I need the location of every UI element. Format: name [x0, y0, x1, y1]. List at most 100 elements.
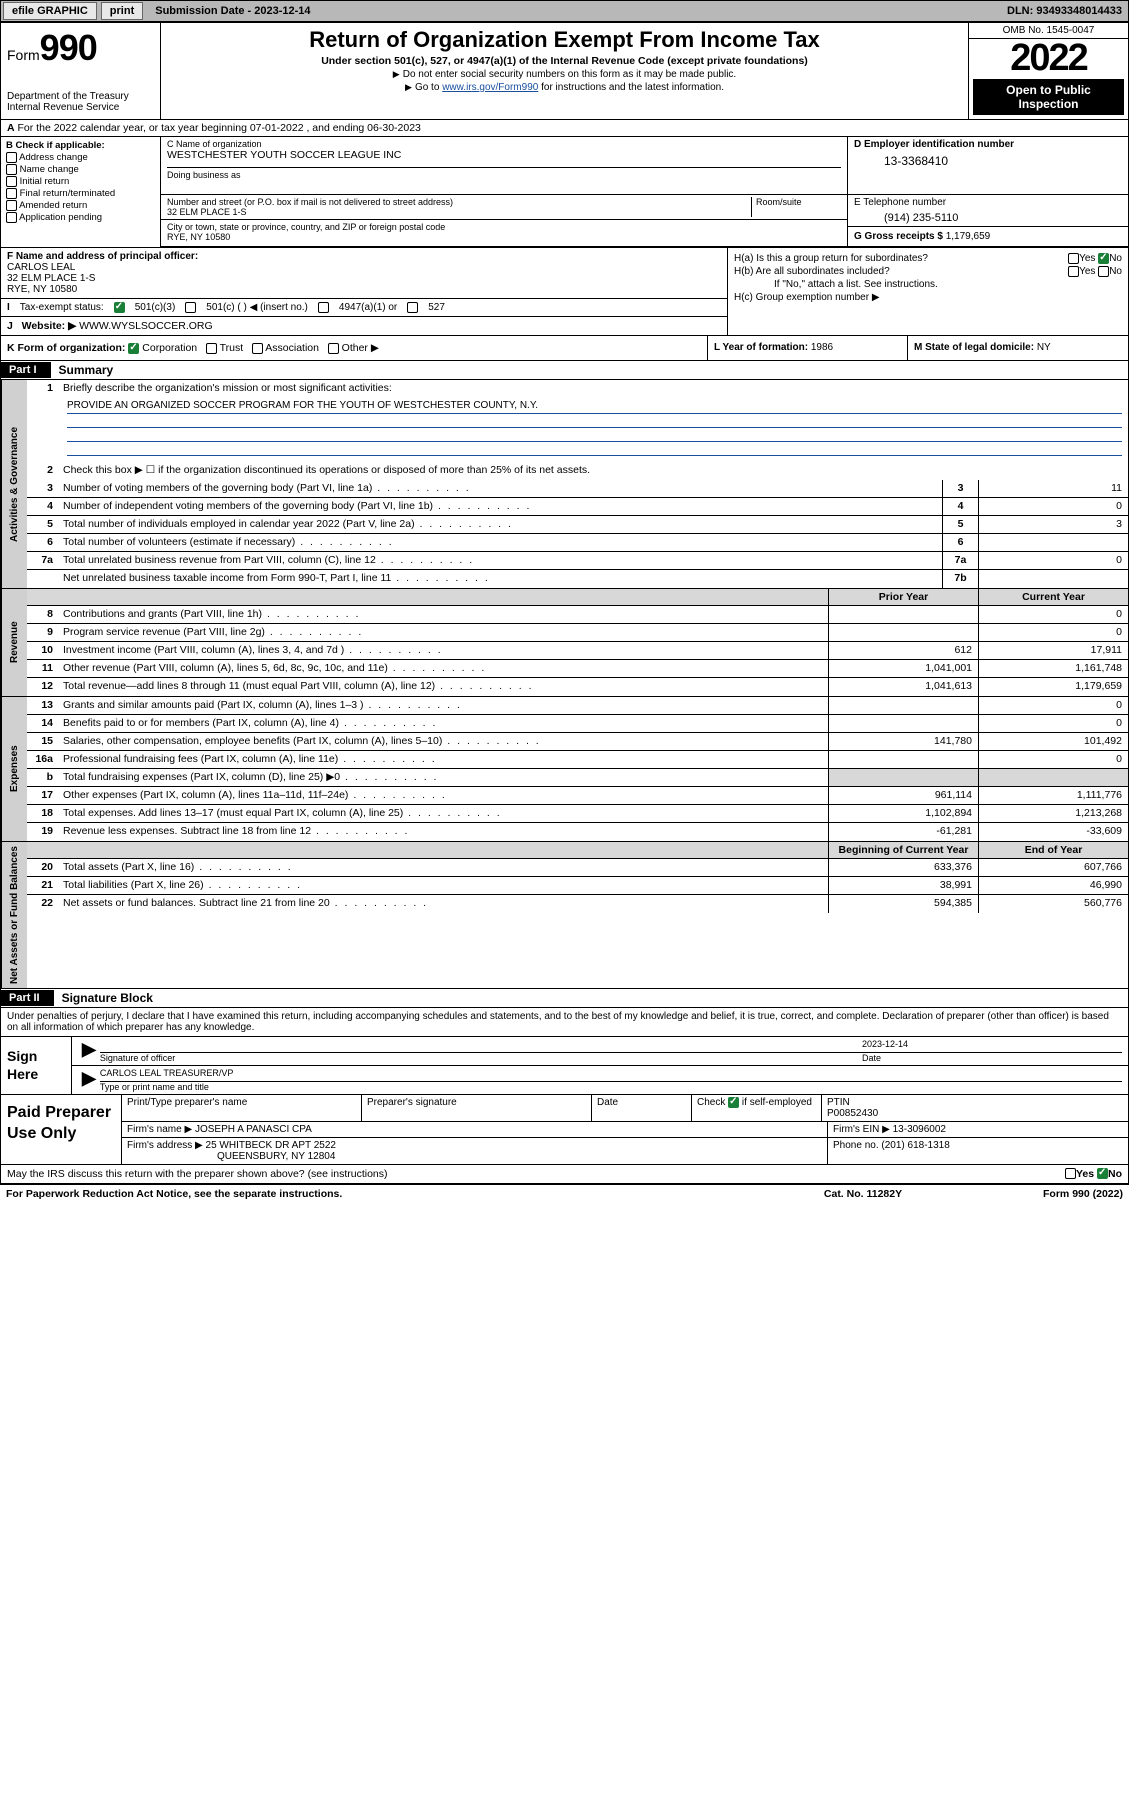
- part-2-title: Signature Block: [54, 989, 161, 1007]
- firm-ein-label: Firm's EIN ▶: [833, 1124, 890, 1135]
- section-expenses: Expenses 13Grants and similar amounts pa…: [1, 697, 1128, 842]
- efile-graphic-button[interactable]: efile GRAPHIC: [3, 2, 97, 20]
- l-label: L Year of formation:: [714, 342, 808, 353]
- chk-initial-return[interactable]: [6, 176, 17, 187]
- block-f-through-j: F Name and address of principal officer:…: [1, 248, 1128, 336]
- opt-assoc: Association: [265, 342, 319, 354]
- tel-value: (914) 235-5110: [854, 208, 1122, 224]
- form-990: Form990 Department of the Treasury Inter…: [0, 22, 1129, 1185]
- tax-year: 2022: [969, 39, 1128, 77]
- print-button[interactable]: print: [101, 2, 143, 20]
- summary-line: bTotal fundraising expenses (Part IX, co…: [27, 769, 1128, 787]
- hb-note: If "No," attach a list. See instructions…: [734, 279, 1122, 290]
- line-a-tax-year: A For the 2022 calendar year, or tax yea…: [1, 120, 1128, 137]
- header-right: OMB No. 1545-0047 2022 Open to Public In…: [968, 23, 1128, 119]
- chk-final-return[interactable]: [6, 188, 17, 199]
- chk-501c3[interactable]: [114, 302, 125, 313]
- goto-suffix: for instructions and the latest informat…: [538, 82, 724, 93]
- summary-line: 16aProfessional fundraising fees (Part I…: [27, 751, 1128, 769]
- section-revenue: Revenue Prior Year Current Year 8Contrib…: [1, 589, 1128, 697]
- officer-name: CARLOS LEAL: [7, 262, 75, 273]
- chk-corporation[interactable]: [128, 343, 139, 354]
- chk-4947[interactable]: [318, 302, 329, 313]
- irs-link[interactable]: www.irs.gov/Form990: [442, 82, 538, 93]
- vtab-governance: Activities & Governance: [1, 380, 27, 588]
- sig-arrow-icon: ▶: [78, 1039, 100, 1063]
- chk-trust[interactable]: [206, 343, 217, 354]
- gross-value: 1,179,659: [946, 231, 991, 242]
- summary-line: 7aTotal unrelated business revenue from …: [27, 552, 1128, 570]
- perjury-declaration: Under penalties of perjury, I declare th…: [1, 1008, 1128, 1036]
- column-c: C Name of organization WESTCHESTER YOUTH…: [161, 137, 1128, 247]
- chk-address-change[interactable]: [6, 152, 17, 163]
- self-employed-label: if self-employed: [742, 1097, 812, 1108]
- sig-name-label: Type or print name and title: [100, 1082, 1122, 1092]
- preparer-sig-label: Preparer's signature: [362, 1095, 592, 1121]
- chk-association[interactable]: [252, 343, 263, 354]
- sign-here-label: Sign Here: [1, 1037, 71, 1094]
- section-governance: Activities & Governance 1 Briefly descri…: [1, 380, 1128, 589]
- addr-value: 32 ELM PLACE 1-S: [167, 207, 751, 217]
- discuss-no[interactable]: [1097, 1168, 1108, 1179]
- firm-ein-value: 13-3096002: [893, 1124, 946, 1135]
- ha-no[interactable]: [1098, 253, 1109, 264]
- paperwork-notice: For Paperwork Reduction Act Notice, see …: [6, 1188, 763, 1200]
- hb-yes[interactable]: [1068, 266, 1079, 277]
- k-label: K Form of organization:: [7, 342, 125, 354]
- opt-initial-return: Initial return: [20, 176, 70, 187]
- website-row: J Website: ▶ WWW.WYSLSOCCER.ORG: [1, 316, 727, 335]
- column-b-checkboxes: B Check if applicable: Address change Na…: [1, 137, 161, 247]
- col-b-label: B Check if applicable:: [6, 140, 105, 151]
- firm-phone-value: (201) 618-1318: [881, 1140, 949, 1151]
- org-name-cell: C Name of organization WESTCHESTER YOUTH…: [161, 137, 848, 194]
- sig-officer-label: Signature of officer: [100, 1053, 862, 1063]
- paid-preparer-block: Paid Preparer Use Only Print/Type prepar…: [1, 1094, 1128, 1165]
- ptin-label: PTIN: [827, 1097, 850, 1108]
- mission-line-4: [67, 442, 1122, 456]
- officer-addr2: RYE, NY 10580: [7, 284, 77, 295]
- chk-name-change[interactable]: [6, 164, 17, 175]
- hb-label: H(b) Are all subordinates included?: [734, 266, 1068, 277]
- summary-line: 14Benefits paid to or for members (Part …: [27, 715, 1128, 733]
- addr-label: Number and street (or P.O. box if mail i…: [167, 197, 751, 207]
- header-mid: Return of Organization Exempt From Incom…: [161, 23, 968, 119]
- sig-name-value: CARLOS LEAL TREASURER/VP: [100, 1068, 1122, 1082]
- col-current-year: Current Year: [978, 589, 1128, 605]
- summary-line: 15Salaries, other compensation, employee…: [27, 733, 1128, 751]
- address-cell: Number and street (or P.O. box if mail i…: [161, 195, 848, 246]
- ein-label: D Employer identification number: [854, 139, 1014, 150]
- part-2-header: Part II Signature Block: [1, 989, 1128, 1008]
- summary-line: 10Investment income (Part VIII, column (…: [27, 642, 1128, 660]
- gross-receipts-cell: G Gross receipts $ 1,179,659: [848, 226, 1128, 246]
- summary-line: 17Other expenses (Part IX, column (A), l…: [27, 787, 1128, 805]
- chk-527[interactable]: [407, 302, 418, 313]
- part-2-badge: Part II: [1, 990, 54, 1006]
- summary-line: 5Total number of individuals employed in…: [27, 516, 1128, 534]
- ha-yes[interactable]: [1068, 253, 1079, 264]
- form-of-org: K Form of organization: Corporation Trus…: [1, 336, 708, 360]
- hb-no-lbl: No: [1109, 266, 1122, 277]
- hb-no[interactable]: [1098, 266, 1109, 277]
- tel-label: E Telephone number: [854, 197, 1122, 208]
- cat-no: Cat. No. 11282Y: [763, 1188, 963, 1200]
- tax-year-range: For the 2022 calendar year, or tax year …: [18, 122, 421, 134]
- year-formation: L Year of formation: 1986: [708, 336, 908, 360]
- org-name-label: C Name of organization: [167, 139, 841, 149]
- m-label: M State of legal domicile:: [914, 342, 1034, 353]
- website-value: WWW.WYSLSOCCER.ORG: [79, 320, 213, 332]
- chk-501c[interactable]: [185, 302, 196, 313]
- chk-application-pending[interactable]: [6, 212, 17, 223]
- discuss-yes[interactable]: [1065, 1168, 1076, 1179]
- mission-line-1: PROVIDE AN ORGANIZED SOCCER PROGRAM FOR …: [67, 400, 1122, 414]
- summary-line: 4Number of independent voting members of…: [27, 498, 1128, 516]
- opt-trust: Trust: [220, 342, 244, 354]
- preparer-name-label: Print/Type preparer's name: [122, 1095, 362, 1121]
- part-1-header: Part I Summary: [1, 361, 1128, 380]
- chk-other[interactable]: [328, 343, 339, 354]
- opt-name-change: Name change: [20, 164, 79, 175]
- chk-self-employed[interactable]: [728, 1097, 739, 1108]
- chk-amended-return[interactable]: [6, 200, 17, 211]
- part-1-badge: Part I: [1, 362, 51, 378]
- block-h: H(a) Is this a group return for subordin…: [728, 248, 1128, 335]
- state-domicile: M State of legal domicile: NY: [908, 336, 1128, 360]
